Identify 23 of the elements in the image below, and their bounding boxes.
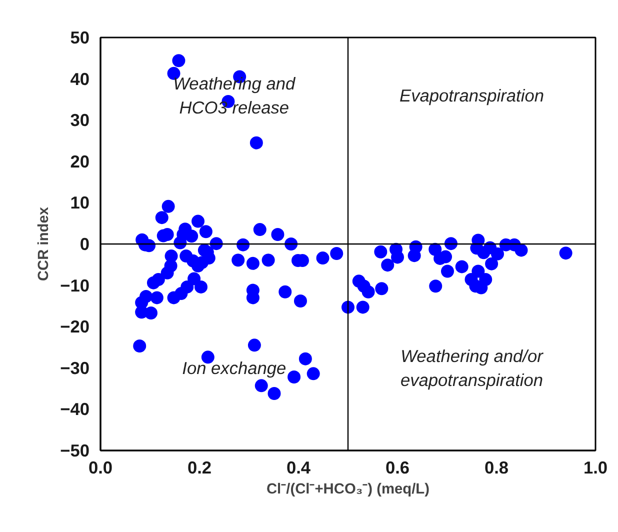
y-tick-label: 40 <box>70 68 90 89</box>
x-tick-label: 0.8 <box>484 458 509 478</box>
y-tick-label: −20 <box>60 316 90 337</box>
y-tick-label: −50 <box>60 440 90 460</box>
annotation: Ion exchange <box>182 358 286 378</box>
y-tick-label: −10 <box>60 275 90 296</box>
x-tick-label: 0.2 <box>187 458 212 478</box>
annotation: Weathering and HCO3 release <box>173 73 297 118</box>
x-tick-label: 1.0 <box>583 458 608 478</box>
y-tick-label: 30 <box>70 110 90 130</box>
annotation: Evapotranspiration <box>400 85 544 106</box>
y-tick-label: −40 <box>60 399 90 420</box>
annotation: Weathering and/or evapotranspiration <box>400 346 544 390</box>
x-tick-label: 0.6 <box>385 458 410 478</box>
y-tick-label: −30 <box>60 358 90 378</box>
x-axis-title: Cl⁻/(Cl⁻+HCO₃⁻) (meq/L) <box>266 482 430 498</box>
x-tick-label: 0.0 <box>88 458 113 478</box>
y-tick-label: 0 <box>80 234 90 254</box>
y-axis-title: CCR index <box>36 206 52 282</box>
y-tick-label: 20 <box>70 151 90 172</box>
x-tick-label: 0.4 <box>286 458 311 478</box>
y-tick-label: 10 <box>70 192 90 213</box>
y-tick-label: 50 <box>70 28 90 48</box>
